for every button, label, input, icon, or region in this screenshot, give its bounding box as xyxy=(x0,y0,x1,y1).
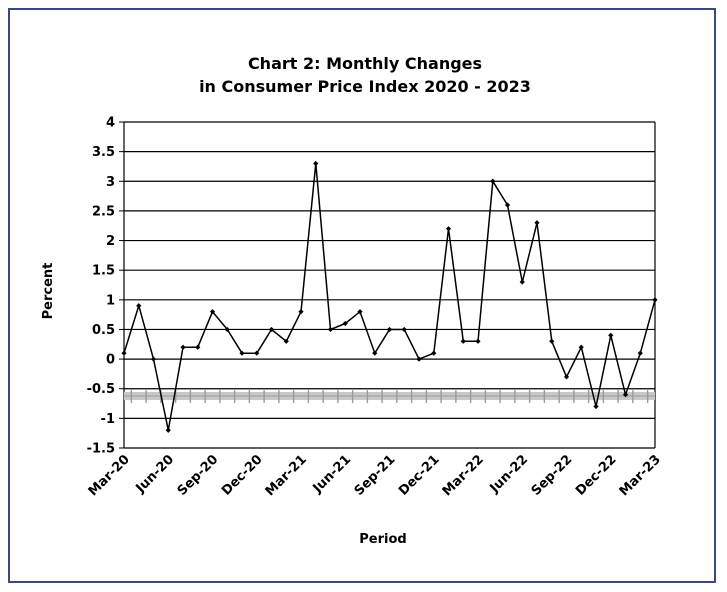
y-tick-label: 2 xyxy=(106,234,115,249)
x-tick-label: Mar-21 xyxy=(263,452,310,499)
data-point xyxy=(593,403,599,410)
data-point xyxy=(327,326,334,333)
x-tick-label: Dec-21 xyxy=(396,452,443,499)
data-point xyxy=(534,220,540,226)
x-tick-label: Mar-20 xyxy=(86,452,133,499)
y-tick-label: 0 xyxy=(106,353,115,368)
chart-title-line1: Chart 2: Monthly Changes xyxy=(248,54,482,73)
x-axis-title: Period xyxy=(359,532,406,547)
data-point xyxy=(445,226,452,232)
data-point xyxy=(519,279,525,285)
y-tick-label: -1.5 xyxy=(87,442,115,457)
data-point xyxy=(268,326,275,333)
data-point xyxy=(254,350,260,356)
x-tick-label: Mar-22 xyxy=(440,452,487,499)
data-point xyxy=(195,344,201,350)
data-point xyxy=(209,309,216,315)
data-point xyxy=(401,326,407,333)
data-point xyxy=(652,297,658,303)
data-point xyxy=(386,326,393,333)
x-tick-label: Sep-20 xyxy=(175,452,222,499)
x-tick-label: Dec-20 xyxy=(219,452,266,499)
x-tick-label: Jun-22 xyxy=(487,452,531,496)
x-tick-label: Jun-21 xyxy=(310,452,354,496)
y-tick-label: 3 xyxy=(106,175,115,190)
data-point xyxy=(283,338,289,344)
x-tick-label: Jun-20 xyxy=(133,452,177,496)
y-tick-label: 1.5 xyxy=(92,264,115,279)
x-tick-label: Mar-23 xyxy=(617,452,664,499)
data-point xyxy=(313,160,319,167)
y-tick-label: 1 xyxy=(106,293,115,308)
x-tick-label: Sep-22 xyxy=(529,452,576,499)
data-point xyxy=(563,374,570,380)
plot-area xyxy=(121,160,658,433)
x-tick-label: Sep-21 xyxy=(352,452,399,499)
data-point xyxy=(549,338,555,344)
data-point xyxy=(475,338,481,344)
chart-frame xyxy=(8,8,716,583)
data-point xyxy=(165,427,171,433)
data-point xyxy=(298,309,304,315)
data-point xyxy=(180,344,186,350)
data-point xyxy=(608,332,614,338)
y-tick-label: -0.5 xyxy=(87,382,115,397)
data-point xyxy=(372,350,378,356)
data-point xyxy=(460,338,466,344)
y-tick-label: -1 xyxy=(101,412,115,427)
data-point xyxy=(121,350,127,356)
y-tick-label: 2.5 xyxy=(92,204,115,219)
data-point xyxy=(490,178,496,184)
data-point xyxy=(239,350,245,356)
x-tick-label: Dec-22 xyxy=(573,452,620,499)
y-axis-title: Percent xyxy=(41,263,56,320)
data-point xyxy=(431,350,437,356)
series-line xyxy=(123,163,656,431)
data-point xyxy=(578,344,584,350)
data-point xyxy=(504,202,511,208)
data-point xyxy=(224,326,230,333)
data-point xyxy=(357,309,363,315)
y-tick-label: 0.5 xyxy=(92,323,115,338)
data-point xyxy=(416,356,422,362)
y-tick-label: 3.5 xyxy=(92,145,115,160)
data-point xyxy=(136,303,142,309)
data-point xyxy=(342,320,348,327)
data-point xyxy=(622,392,629,398)
data-point xyxy=(637,350,643,356)
chart-title-line2: in Consumer Price Index 2020 - 2023 xyxy=(199,77,531,96)
y-tick-label: 4 xyxy=(106,116,115,131)
data-point xyxy=(150,356,157,362)
